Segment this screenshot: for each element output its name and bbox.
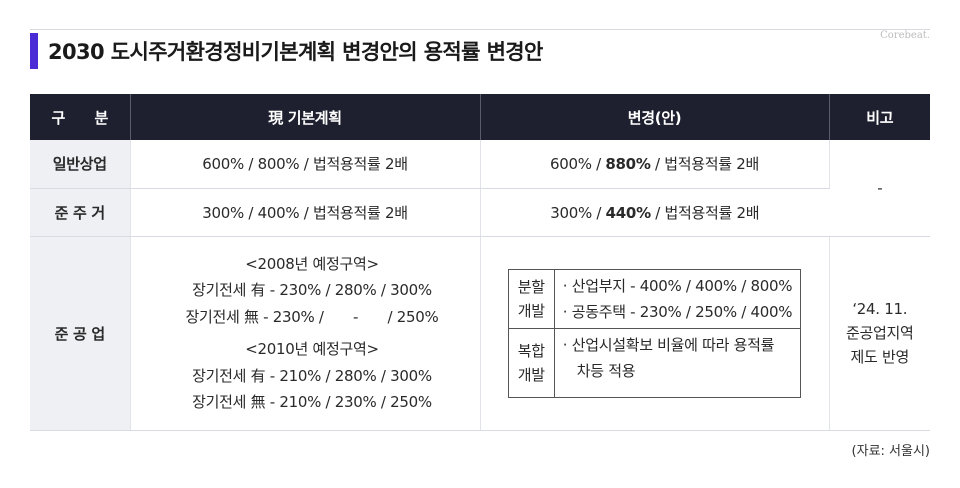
floor-area-ratio-table: 구 분 現 기본계획 변경(안) 비고 일반상업 600% / 800% / 법… xyxy=(30,94,930,431)
cell-current-general-commercial: 600% / 800% / 법적용적률 2배 xyxy=(130,140,481,189)
cell-change-semi-residential: 300% / 440% / 법적용적률 2배 xyxy=(480,188,829,237)
cell-current-semi-industrial: <2008년 예정구역> 장기전세 有 - 230% / 280% / 300%… xyxy=(130,236,481,431)
mixed-development-items: · 산업시설확보 비율에 따라 용적률 차등 적용 xyxy=(553,327,801,398)
change-text-post: / 법적용적률 2배 xyxy=(650,155,759,174)
header-remarks: 비고 xyxy=(829,94,930,140)
cell-remarks-general: - xyxy=(829,140,930,237)
header-change-proposal: 변경(안) xyxy=(480,94,830,140)
mixed-development-row: 복합 개발 · 산업시설확보 비율에 따라 용적률 차등 적용 xyxy=(507,327,801,398)
cell-current-semi-residential: 300% / 400% / 법적용적률 2배 xyxy=(130,188,481,237)
split-development-row: 분할 개발 · 산업부지 - 400% / 400% / 800% · 공동주택… xyxy=(507,268,801,329)
change-text-post: / 법적용적률 2배 xyxy=(650,203,760,222)
table-row: 일반상업 600% / 800% / 법적용적률 2배 600% / 880% … xyxy=(30,140,930,237)
line-2010-heading: <2010년 예정구역> xyxy=(245,340,379,358)
cell-change-semi-industrial: 분할 개발 · 산업부지 - 400% / 400% / 800% · 공동주택… xyxy=(480,236,830,431)
change-text-pre: 600% / xyxy=(550,155,606,174)
cell-change-general-commercial: 600% / 880% / 법적용적률 2배 xyxy=(480,140,830,189)
line-2008-with-lease: 장기전세 有 - 230% / 280% / 300% xyxy=(192,281,432,299)
change-detail-table: 분할 개발 · 산업부지 - 400% / 400% / 800% · 공동주택… xyxy=(507,268,802,398)
mixed-development-label: 복합 개발 xyxy=(507,327,555,398)
change-highlight-value: 880% xyxy=(605,155,651,174)
list-item: · 공동주택 - 230% / 250% / 400% xyxy=(562,302,793,321)
page-title: 2030 도시주거환경정비기본계획 변경안의 용적률 변경안 xyxy=(48,40,543,64)
header-current-plan: 現 기본계획 xyxy=(130,94,481,140)
table-row: 준 공 업 <2008년 예정구역> 장기전세 有 - 230% / 280% … xyxy=(30,236,930,431)
table-header-row: 구 분 現 기본계획 변경(안) 비고 xyxy=(30,94,930,140)
brand-watermark: Corebeat. xyxy=(880,30,930,41)
list-item: · 산업부지 - 400% / 400% / 800% xyxy=(562,276,793,295)
line-2010-with-lease: 장기전세 有 - 210% / 280% / 300% xyxy=(192,366,432,385)
change-highlight-value: 440% xyxy=(605,203,651,222)
line-2008-without-lease: 장기전세 無 - 230% / - / 250% xyxy=(185,307,439,326)
line-2008-heading: <2008년 예정구역> xyxy=(245,254,379,273)
row-label-semi-residential: 준 주 거 xyxy=(30,188,131,237)
split-development-items: · 산업부지 - 400% / 400% / 800% · 공동주택 - 230… xyxy=(553,268,801,329)
source-note: (자료: 서울시) xyxy=(851,444,930,459)
title-accent-bar xyxy=(30,33,38,69)
row-label-semi-industrial: 준 공 업 xyxy=(30,236,131,431)
top-rule xyxy=(30,29,930,30)
cell-remarks-semi-industrial: ‘24. 11. 준공업지역 제도 반영 xyxy=(829,236,930,431)
change-text-pre: 300% / xyxy=(550,203,606,222)
table-row: 준 주 거 300% / 400% / 법적용적률 2배 300% / 440%… xyxy=(30,188,930,237)
header-category: 구 분 xyxy=(30,94,131,140)
line-2010-without-lease: 장기전세 無 - 210% / 230% / 250% xyxy=(192,393,432,411)
row-label-general-commercial: 일반상업 xyxy=(30,140,131,189)
list-item: · 산업시설확보 비율에 따라 용적률 xyxy=(562,335,775,354)
list-item-continued: 차등 적용 xyxy=(576,361,636,380)
split-development-label: 분할 개발 xyxy=(507,268,555,329)
